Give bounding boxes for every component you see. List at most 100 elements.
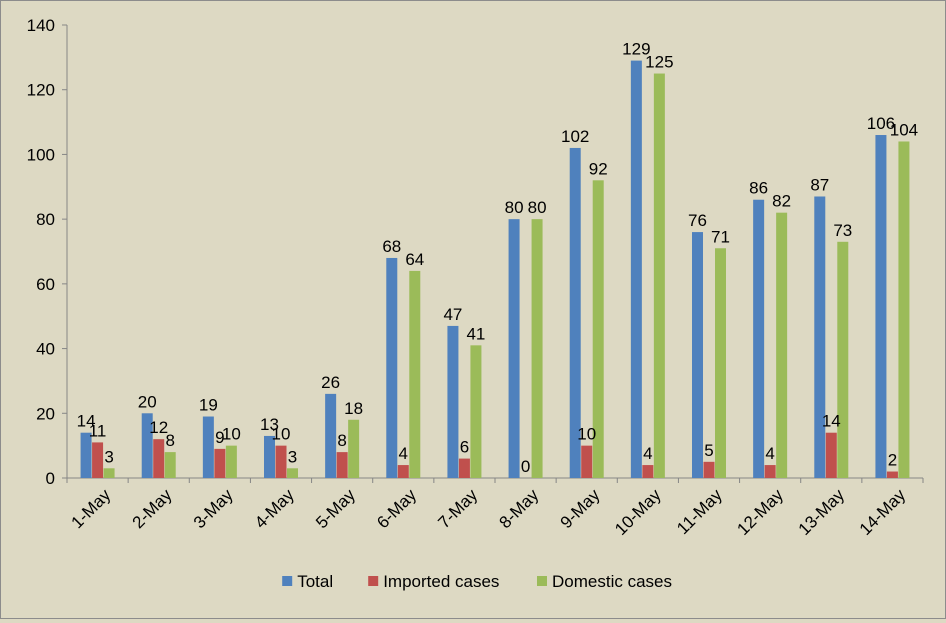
x-category-label: 9-May xyxy=(557,485,604,532)
bar xyxy=(581,445,593,478)
data-label: 68 xyxy=(382,237,401,256)
data-label: 18 xyxy=(344,399,363,418)
bar xyxy=(336,452,348,478)
bars xyxy=(80,60,910,479)
bar xyxy=(386,257,398,478)
x-category-label: 2-May xyxy=(129,485,176,532)
bar xyxy=(458,458,470,478)
data-label: 0 xyxy=(521,457,530,476)
legend: Total Imported cases Domestic cases xyxy=(282,572,672,591)
y-tick-label: 140 xyxy=(27,16,55,35)
data-label: 71 xyxy=(711,227,730,246)
legend-swatch xyxy=(282,576,293,586)
bar xyxy=(92,442,104,478)
data-labels: 1411320128199101310326818684644764180080… xyxy=(77,40,919,476)
x-category-label: 4-May xyxy=(251,485,298,532)
data-label: 20 xyxy=(138,392,157,411)
bar xyxy=(753,199,765,478)
data-label: 86 xyxy=(749,179,768,198)
data-label: 19 xyxy=(199,396,218,415)
data-label: 80 xyxy=(528,198,547,217)
data-label: 125 xyxy=(645,53,673,72)
data-label: 8 xyxy=(165,431,174,450)
bar xyxy=(287,468,298,478)
bar xyxy=(776,212,788,478)
bar xyxy=(630,60,642,478)
data-label: 4 xyxy=(765,444,774,463)
y-axis-ticks: 0 20 40 60 80 100 120 140 xyxy=(27,16,67,488)
data-label: 10 xyxy=(577,425,596,444)
data-label: 14 xyxy=(822,412,841,431)
bar xyxy=(825,432,837,478)
y-tick-label: 80 xyxy=(36,210,55,229)
x-category-label: 11-May xyxy=(673,485,726,538)
x-category-label: 8-May xyxy=(496,485,543,532)
bar xyxy=(103,468,115,478)
data-label: 11 xyxy=(89,421,107,440)
legend-label: Domestic cases xyxy=(552,572,672,591)
data-label: 8 xyxy=(337,431,346,450)
bar xyxy=(508,219,520,478)
y-tick-label: 0 xyxy=(46,469,55,488)
x-axis-ticks: 1-May 2-May 3-May 4-May 5-May 6-May 7-May 8-May… xyxy=(66,478,924,539)
legend-swatch xyxy=(537,576,547,586)
data-label: 76 xyxy=(688,211,707,230)
x-category-label: 5-May xyxy=(312,485,359,532)
bar xyxy=(470,345,482,478)
data-label: 13 xyxy=(260,415,279,434)
x-category-label: 6-May xyxy=(373,485,420,532)
y-tick-label: 60 xyxy=(36,275,55,294)
legend-label: Total xyxy=(297,572,333,591)
data-label: 3 xyxy=(288,447,297,466)
y-tick-label: 100 xyxy=(27,145,55,164)
bar xyxy=(715,248,726,478)
bar xyxy=(348,419,360,478)
bar xyxy=(325,393,337,478)
x-category-label: 10-May xyxy=(611,485,665,539)
bar xyxy=(164,452,176,478)
bar xyxy=(886,471,898,478)
y-tick-label: 40 xyxy=(36,340,55,359)
legend-label: Imported cases xyxy=(383,572,499,591)
bar xyxy=(153,439,165,478)
y-tick-label: 20 xyxy=(36,404,55,423)
bar xyxy=(397,465,409,478)
bar xyxy=(202,416,214,478)
x-category-label: 13-May xyxy=(795,485,849,539)
y-tick-label: 120 xyxy=(27,81,55,100)
data-label: 82 xyxy=(772,192,791,211)
data-label: 14 xyxy=(77,412,96,431)
bar xyxy=(592,180,604,479)
data-label: 104 xyxy=(890,120,918,139)
data-label: 12 xyxy=(149,418,168,437)
data-label: 2 xyxy=(888,451,897,470)
data-label: 129 xyxy=(622,40,650,59)
bar xyxy=(642,465,654,478)
data-label: 10 xyxy=(272,425,291,444)
bar xyxy=(214,448,226,478)
x-category-label: 3-May xyxy=(190,485,237,532)
data-label: 64 xyxy=(405,250,424,269)
bar xyxy=(692,232,703,478)
bar xyxy=(531,219,543,478)
bar xyxy=(703,461,715,478)
bar xyxy=(141,413,153,478)
bar xyxy=(409,270,421,478)
data-label: 102 xyxy=(561,127,589,146)
data-label: 92 xyxy=(589,159,608,178)
bar xyxy=(837,241,849,478)
data-label: 4 xyxy=(643,444,652,463)
bar xyxy=(80,432,92,478)
data-label: 10 xyxy=(222,425,241,444)
x-category-label: 12-May xyxy=(733,485,787,539)
data-label: 41 xyxy=(466,324,485,343)
x-category-label: 1-May xyxy=(68,485,115,532)
bar xyxy=(275,445,287,478)
data-label: 5 xyxy=(704,441,713,460)
legend-swatch xyxy=(368,576,379,586)
bar xyxy=(264,435,275,478)
data-label: 6 xyxy=(460,438,469,457)
data-label: 106 xyxy=(867,114,895,133)
data-label: 26 xyxy=(321,373,340,392)
